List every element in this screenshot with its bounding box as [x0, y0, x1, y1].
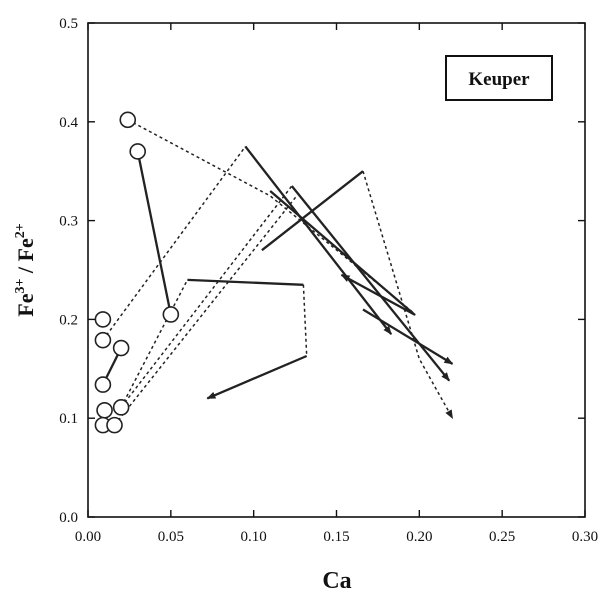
- x-tick-label: 0.30: [572, 529, 598, 545]
- x-tick-label: 0.10: [241, 529, 267, 545]
- y-tick-label: 0.4: [59, 115, 78, 131]
- data-point: [129, 143, 146, 160]
- data-point: [112, 399, 130, 416]
- data-point: [94, 376, 112, 393]
- data-point: [106, 416, 123, 434]
- y-axis-title-sup-2: 2+: [13, 223, 28, 238]
- data-point: [94, 331, 112, 349]
- x-tick-label: 0.15: [323, 529, 349, 545]
- solid-trajectory: [136, 151, 172, 315]
- solid-trajectory: [290, 185, 451, 382]
- y-axis-title-sup-1: 3+: [13, 279, 28, 294]
- solid-trajectory: [187, 278, 304, 286]
- dashed-trajectory: [120, 279, 304, 408]
- paths-layer: [101, 119, 454, 426]
- solid-trajectory: [362, 308, 454, 365]
- solid-trajectory: [261, 170, 364, 252]
- solid-trajectory: [206, 354, 308, 400]
- dashed-trajectory: [113, 195, 298, 426]
- y-axis-title-part-2: / Fe: [13, 238, 38, 279]
- solid-trajectory: [244, 145, 393, 335]
- x-tick-label: 0.25: [489, 529, 515, 545]
- data-point: [162, 306, 180, 323]
- points-layer: [94, 111, 180, 434]
- dashed-trajectory: [120, 185, 293, 408]
- y-tick-label: 0.1: [59, 411, 78, 427]
- dashed-trajectory: [362, 170, 454, 419]
- x-tick-label: 0.00: [75, 529, 101, 545]
- y-tick-label: 0.0: [59, 510, 78, 526]
- legend-box: Keuper: [445, 55, 553, 101]
- x-tick-label: 0.05: [158, 529, 184, 545]
- y-tick-label: 0.3: [59, 214, 78, 230]
- ticks-layer: [87, 22, 586, 518]
- y-axis-title-part-1: Fe: [13, 293, 38, 316]
- y-axis-title: Fe3+ / Fe2+: [13, 223, 38, 317]
- x-axis-title: Ca: [322, 568, 351, 590]
- y-tick-label: 0.2: [59, 312, 78, 328]
- legend-label: Keuper: [468, 69, 530, 90]
- y-tick-label: 0.5: [59, 16, 78, 32]
- x-tick-label: 0.20: [406, 529, 432, 545]
- tick-labels-layer: 0.00 0.05 0.10 0.15 0.20 0.25 0.30 0.0 0.1 0.2 0.3…: [59, 16, 598, 545]
- dashed-trajectory: [302, 284, 308, 357]
- data-point: [94, 311, 112, 328]
- dashed-trajectory: [102, 146, 247, 341]
- solid-trajectory: [269, 190, 416, 316]
- data-point: [96, 401, 113, 419]
- data-point: [119, 111, 137, 129]
- data-point: [112, 339, 130, 357]
